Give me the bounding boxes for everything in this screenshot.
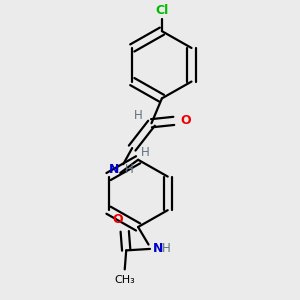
Text: H: H (134, 109, 142, 122)
Text: N: N (108, 164, 119, 176)
Text: N: N (153, 242, 163, 255)
Text: H: H (162, 242, 171, 255)
Text: CH₃: CH₃ (114, 274, 135, 285)
Text: O: O (180, 114, 191, 128)
Text: H: H (141, 146, 150, 159)
Text: Cl: Cl (155, 4, 169, 16)
Text: H: H (125, 164, 134, 176)
Text: O: O (112, 213, 123, 226)
